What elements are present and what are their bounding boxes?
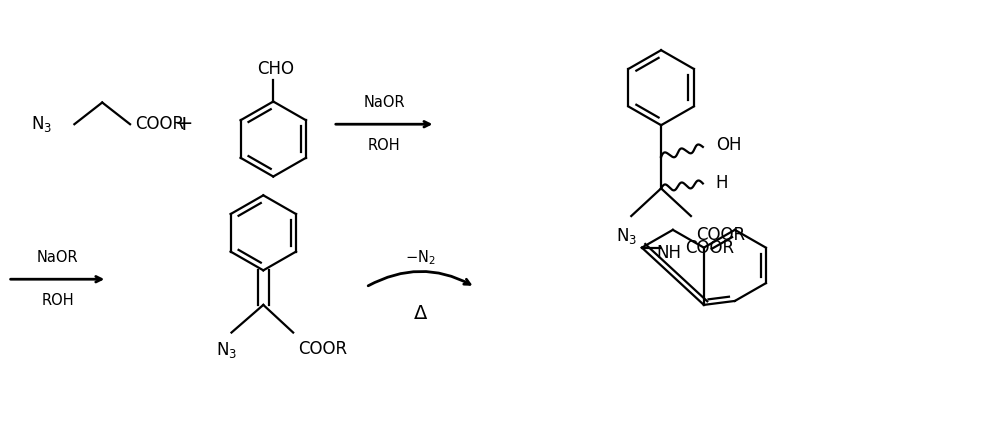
Text: N$_3$: N$_3$ [31,114,52,134]
Text: CHO: CHO [257,60,294,78]
Text: $-$N$_2$: $-$N$_2$ [405,248,436,267]
Text: ROH: ROH [368,138,400,153]
Text: NaOR: NaOR [37,250,78,265]
Text: N$_3$: N$_3$ [216,340,237,360]
Text: +: + [174,114,193,134]
Text: ROH: ROH [41,293,74,308]
Text: H: H [716,174,728,192]
Text: NaOR: NaOR [363,95,405,110]
Text: COOR: COOR [686,239,735,257]
Text: OH: OH [716,136,741,154]
Text: NH: NH [656,244,681,261]
Text: COOR: COOR [696,226,745,244]
Text: COOR: COOR [135,115,184,133]
Text: N$_3$: N$_3$ [616,226,637,246]
Text: $\Delta$: $\Delta$ [413,304,428,323]
Text: COOR: COOR [298,340,347,358]
